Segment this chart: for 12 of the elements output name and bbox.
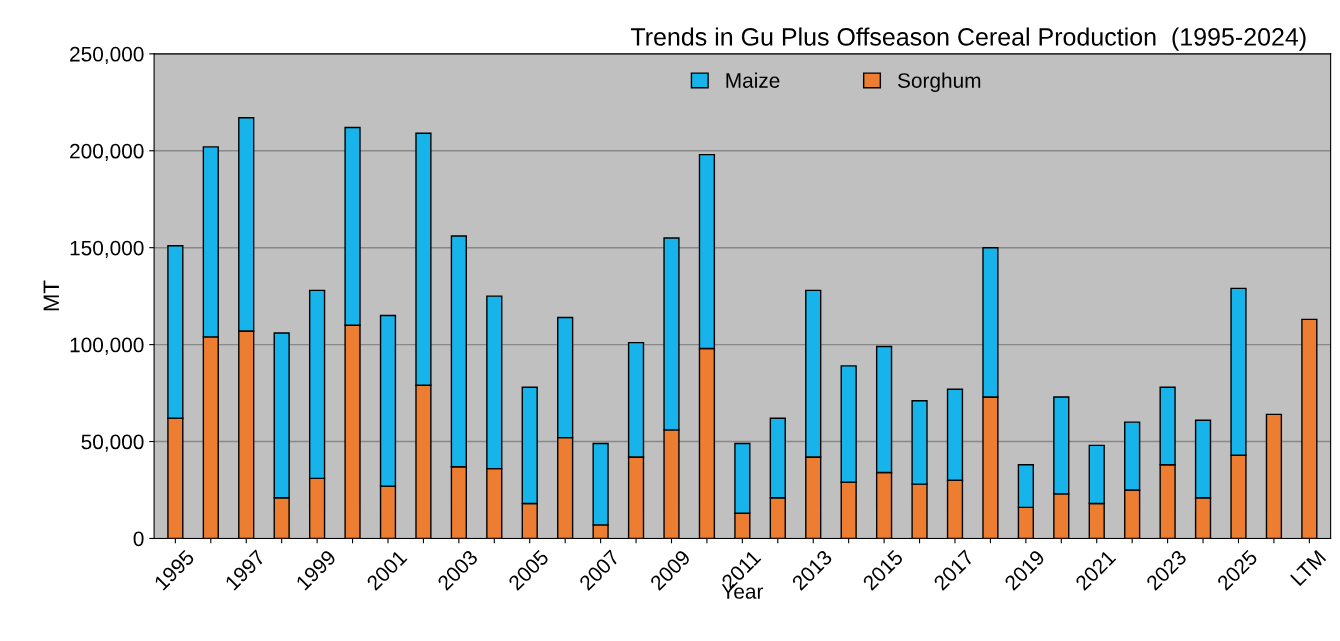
bar <box>1265 413 1283 539</box>
legend-label: Sorghum <box>897 72 981 93</box>
y-tick-label: 50,000 <box>81 434 144 452</box>
y-tick-label: 200,000 <box>70 143 144 161</box>
bar <box>1301 318 1318 539</box>
y-tick-label: 100,000 <box>70 337 144 355</box>
legend-label: Maize <box>726 72 780 88</box>
chart-title: Trends in Gu Plus Offseason Cereal Production (1995-2024) <box>630 27 1306 51</box>
y-tick-label: 250,000 <box>70 46 144 65</box>
y-tick-label: 150,000 <box>70 240 144 258</box>
y-tick-label: 0 <box>133 531 144 547</box>
y-axis-title: MT <box>43 280 59 311</box>
